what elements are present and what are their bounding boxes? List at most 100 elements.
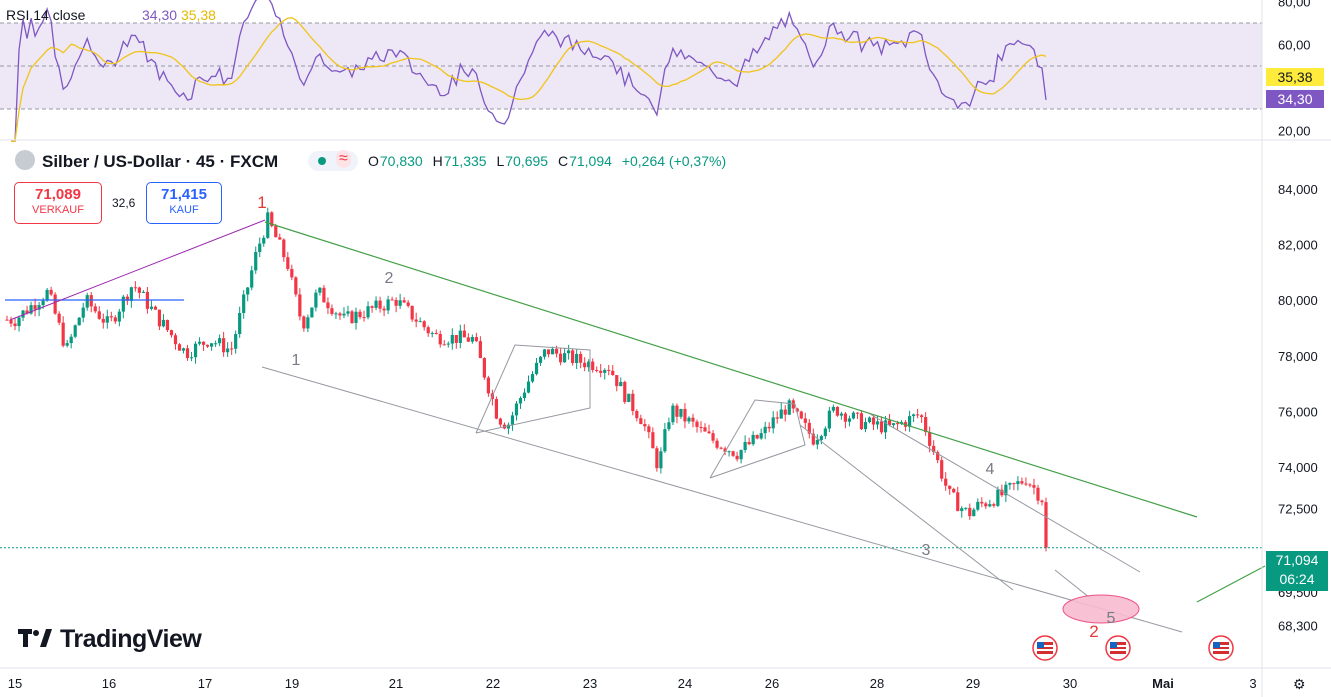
rsi-indicator-title[interactable]: RSI 14 close [6,7,86,23]
price-tick-label: 82,000 [1278,238,1318,253]
candle-body [446,343,450,345]
sell-label: VERKAUF [32,204,84,216]
candle-body [173,335,178,345]
rsi-axis-tag: 34,30 [1266,90,1324,108]
candle-body [639,418,643,425]
candle-body [109,316,113,318]
x-tick-label: 28 [870,676,884,691]
candle-body [418,321,422,323]
sell-button[interactable]: 71,089 VERKAUF [14,182,102,224]
candle-body [546,349,551,355]
buy-label: KAUF [169,204,199,216]
candle-body [803,418,807,423]
candle-body [759,433,763,439]
buy-button[interactable]: 71,415 KAUF [146,182,222,224]
candle-body [218,338,222,344]
candle-body [703,427,707,432]
price-tick-label: 78,000 [1278,349,1318,364]
candle-body [177,344,182,351]
candle-body [378,300,382,309]
candle-body [314,292,318,308]
candle-body [924,417,928,433]
candle-body [61,322,65,346]
x-tick-label: 26 [765,676,779,691]
candle-body [474,337,478,342]
candle-body [575,353,579,363]
candle-body [558,353,563,363]
candle-body [89,295,93,307]
upper-trendline [264,221,1198,518]
candle-body [209,343,214,347]
candle-body [169,330,174,336]
candle-body [1036,487,1040,501]
candle-body [823,428,827,437]
candle-body [679,408,683,417]
candle-body [895,423,900,425]
candle-body [81,307,85,318]
candle-body [342,313,346,316]
candle-body [165,319,170,331]
candle-body [197,341,202,344]
candle-body [13,323,17,327]
candle-body [791,400,795,409]
candle-body [442,344,446,346]
candle-body [518,398,523,404]
candle-body [691,417,695,422]
candle-body [125,296,129,301]
candle-body [908,416,912,427]
market-status-pill[interactable]: ≈ [308,150,358,171]
us-event-flag-icon [1105,635,1131,661]
price-tick-label: 74,000 [1278,460,1318,475]
candle-body [587,361,591,368]
candle-body [815,439,819,445]
candle-body [302,316,306,329]
candle-body [101,318,105,323]
candle-body [928,432,932,446]
candle-body [611,370,615,376]
candle-body [362,317,366,319]
candle-body [242,294,246,313]
candle-body [438,333,442,345]
x-tick-label: 23 [583,676,597,691]
candle-body [579,353,583,363]
rsi-tick-label: 20,00 [1278,124,1311,139]
candle-body [976,501,980,510]
candle-body [458,330,462,343]
candle-body [563,353,567,363]
candle-body [948,485,952,489]
candle-body [743,441,747,451]
candle-body [739,450,743,460]
symbol-title[interactable]: Silber / US-Dollar · 45 · FXCM [42,152,279,171]
candle-body [53,294,57,314]
price-tick-label: 68,300 [1278,618,1318,633]
candle-body [847,418,852,422]
candle-body [97,311,101,319]
candle-body [1016,481,1020,485]
settings-icon[interactable]: ⚙ [1293,676,1306,692]
candle-body [695,421,699,427]
candle-body [226,348,230,353]
wave-label: 2 [1089,622,1098,641]
candle-body [671,405,675,423]
candle-body [410,305,414,320]
candle-body [936,452,940,461]
candle-body [855,412,860,414]
candle-body [940,460,944,479]
candle-body [1008,483,1012,485]
candle-body [434,332,438,334]
candle-body [779,409,783,419]
tradingview-logo[interactable]: TradingView [18,625,202,654]
x-tick-label: 29 [966,676,980,691]
candle-body [707,431,711,434]
candle-body [414,319,418,322]
candle-body [863,422,868,430]
candle-body [719,447,723,449]
candle-body [615,375,619,387]
candle-body [711,433,715,441]
rsi-panel [0,0,1262,142]
triangle-pattern [475,344,591,434]
candle-body [133,287,137,289]
candle-body [238,312,242,335]
us-event-flag-icon [1208,635,1234,661]
candle-body [478,341,482,359]
